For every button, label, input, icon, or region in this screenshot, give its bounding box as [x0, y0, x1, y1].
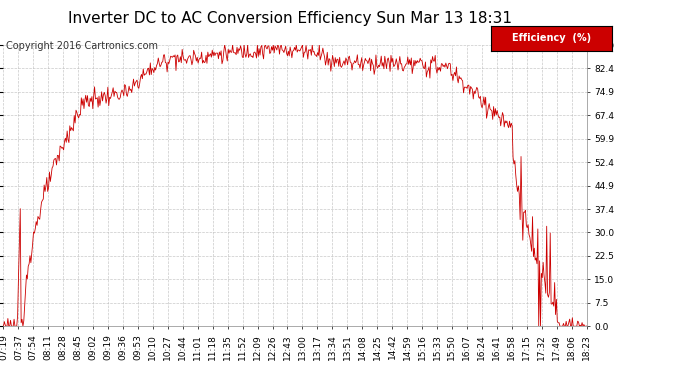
Text: Efficiency  (%): Efficiency (%)	[512, 33, 591, 44]
Text: Inverter DC to AC Conversion Efficiency Sun Mar 13 18:31: Inverter DC to AC Conversion Efficiency …	[68, 11, 512, 26]
Text: Copyright 2016 Cartronics.com: Copyright 2016 Cartronics.com	[6, 41, 157, 51]
